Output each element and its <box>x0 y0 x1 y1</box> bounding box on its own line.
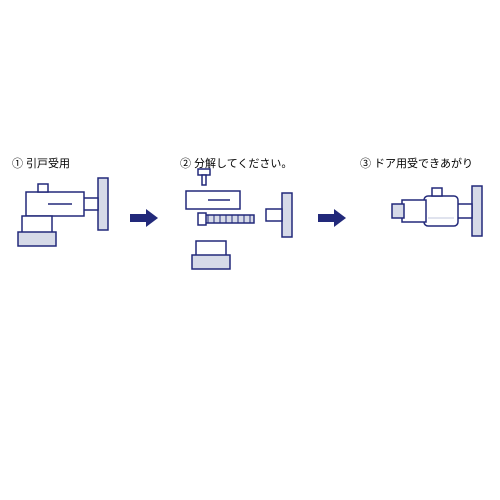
step3-label: ③ ドア用受できあがり <box>360 155 473 171</box>
step3-illustration <box>368 178 486 250</box>
step2-illustration <box>178 165 298 280</box>
instruction-diagram: ① 引戸受用 ② 分解してください。 ③ ドア用受できあがり <box>0 0 500 500</box>
step1-label: ① 引戸受用 <box>12 155 70 171</box>
step1-illustration <box>8 170 118 260</box>
